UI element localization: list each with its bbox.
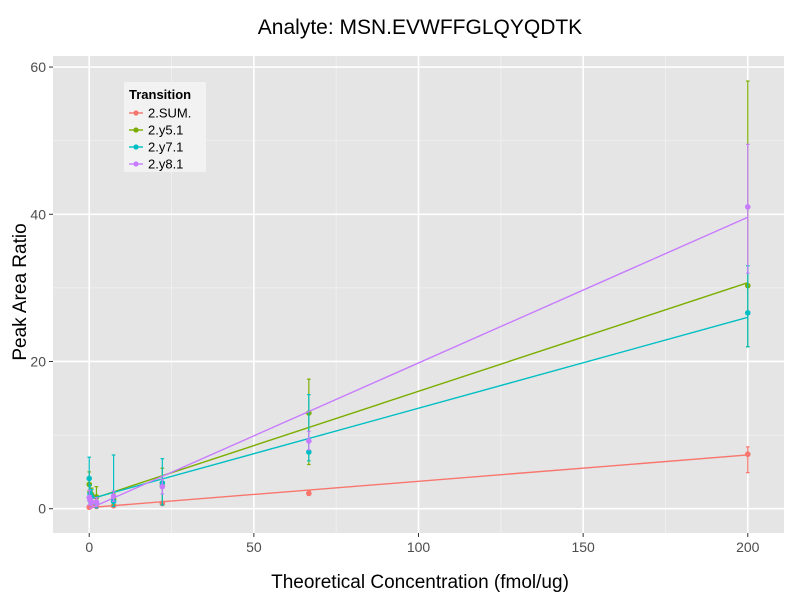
legend-item-2-y5-1: 2.y5.1 — [128, 123, 183, 138]
y-axis-label: Peak Area Ratio — [10, 223, 31, 360]
y-tick-label: 20 — [30, 353, 46, 369]
legend-label: 2.SUM. — [148, 106, 191, 121]
x-tick-label: 0 — [85, 539, 93, 555]
data-point — [744, 310, 751, 316]
x-tick-label: 200 — [736, 539, 760, 555]
legend-item-2-sum: 2.SUM. — [128, 106, 191, 121]
data-point — [88, 499, 95, 505]
legend-key-point — [133, 161, 139, 167]
legend: Transition 2.SUM. 2.y5.1 2.y7.1 2.y8.1 — [124, 82, 206, 172]
legend-key-point — [133, 144, 139, 150]
legend-label: 2.y5.1 — [148, 123, 183, 138]
x-axis-label: Theoretical Concentration (fmol/ug) — [271, 572, 569, 593]
x-tick-label: 50 — [246, 539, 262, 555]
legend-label: 2.y8.1 — [148, 157, 183, 172]
data-point — [86, 475, 93, 482]
axes: 0 50 100 150 200 0 20 40 60 — [30, 59, 759, 555]
y-tick-label: 40 — [30, 206, 46, 222]
data-point — [744, 204, 751, 210]
plot-data — [86, 80, 751, 511]
data-point — [306, 449, 312, 455]
fit-line — [88, 216, 749, 510]
data-point — [93, 499, 100, 505]
legend-item-2-y7-1: 2.y7.1 — [128, 140, 183, 155]
data-point — [744, 451, 751, 458]
y-tick-label: 0 — [38, 501, 46, 517]
data-point — [159, 483, 166, 490]
data-point — [306, 438, 312, 444]
legend-title: Transition — [129, 87, 191, 102]
series-2-y8-1 — [86, 143, 751, 510]
legend-key-point — [133, 127, 139, 133]
fit-line — [89, 454, 748, 509]
data-point — [306, 490, 312, 497]
y-tick-label: 60 — [30, 59, 46, 75]
legend-key-point — [133, 110, 139, 116]
legend-label: 2.y7.1 — [148, 140, 183, 155]
data-point — [110, 493, 117, 499]
legend-item-2-y8-1: 2.y8.1 — [128, 157, 183, 172]
x-tick-label: 100 — [407, 539, 431, 555]
chart-title: Analyte: MSN.EVWFFGLQYQDTK — [258, 16, 582, 39]
x-tick-label: 150 — [571, 539, 595, 555]
fit-line — [89, 282, 748, 501]
fit-line — [89, 316, 748, 500]
